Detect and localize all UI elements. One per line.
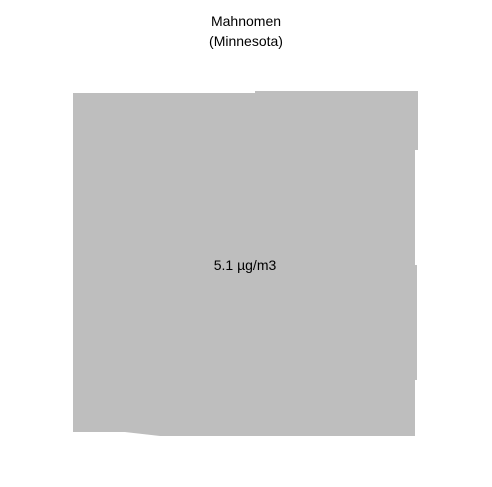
map-subtitle-state: (Minnesota) bbox=[209, 33, 283, 49]
county-shape bbox=[73, 91, 418, 436]
map-title: Mahnomen bbox=[210, 13, 282, 29]
county-value-label: 5.1 µg/m3 bbox=[213, 257, 277, 273]
